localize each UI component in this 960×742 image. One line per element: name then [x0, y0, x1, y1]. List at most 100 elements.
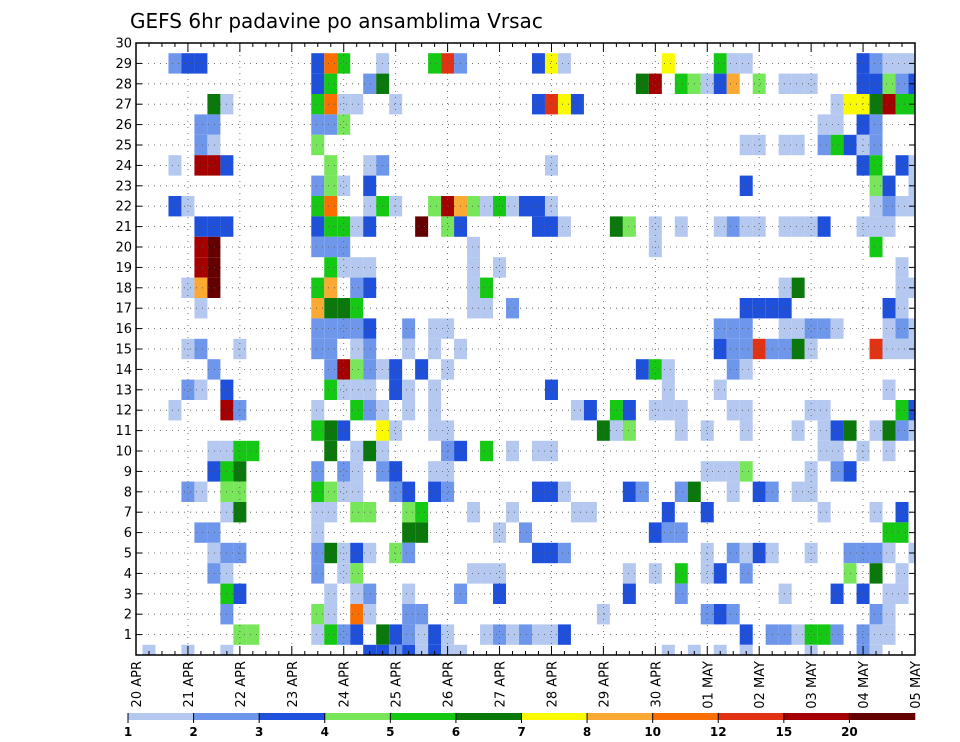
heatmap-cell: [506, 502, 520, 523]
heatmap-cell: [713, 461, 727, 482]
heatmap-cell: [674, 420, 688, 441]
heatmap-cell: [415, 604, 429, 625]
heatmap-cell: [428, 461, 442, 482]
heatmap-cell: [869, 53, 883, 74]
heatmap-cell: [194, 338, 208, 360]
legend-swatch: [128, 713, 194, 720]
heatmap-cell: [194, 134, 208, 156]
y-tick-label: 13: [115, 383, 132, 398]
legend-label: 1: [124, 725, 132, 739]
heatmap-cell: [363, 216, 377, 237]
heatmap-cell: [648, 400, 662, 421]
heatmap-cell: [350, 542, 364, 564]
heatmap-cell: [882, 216, 896, 237]
heatmap-cell: [389, 420, 403, 441]
y-tick-label: 6: [124, 526, 132, 541]
heatmap-cell: [544, 481, 558, 502]
heatmap-cell: [882, 196, 896, 217]
heatmap-cell: [544, 216, 558, 237]
heatmap-cell: [207, 542, 221, 564]
heatmap-cell: [415, 644, 429, 655]
heatmap-cell: [324, 53, 338, 74]
heatmap-cell: [791, 318, 805, 339]
heatmap-cell: [895, 73, 909, 94]
heatmap-cell: [337, 298, 351, 319]
heatmap-cell: [830, 624, 844, 645]
heatmap-cell: [142, 644, 156, 655]
heatmap-cell: [194, 236, 208, 258]
heatmap-cell: [856, 216, 870, 237]
heatmap-cell: [752, 481, 766, 502]
heatmap-cell: [778, 134, 792, 156]
heatmap-cell: [324, 604, 338, 625]
heatmap-cell: [895, 400, 909, 421]
heatmap-cell: [895, 583, 909, 604]
legend-label: 8: [583, 725, 591, 739]
heatmap-cell: [311, 522, 325, 543]
heatmap-cell: [882, 175, 896, 196]
heatmap-cell: [869, 338, 883, 360]
heatmap-cell: [817, 420, 831, 441]
heatmap-cell: [869, 196, 883, 217]
heatmap-cell: [674, 522, 688, 543]
heatmap-cell: [739, 644, 753, 655]
heatmap-cell: [557, 53, 571, 74]
heatmap-cell: [830, 440, 844, 462]
heatmap-cell: [726, 542, 740, 564]
heatmap-cell: [583, 502, 597, 523]
heatmap-cell: [311, 236, 325, 258]
heatmap-cell: [778, 216, 792, 237]
heatmap-cell: [441, 359, 455, 380]
heatmap-cell: [363, 400, 377, 421]
heatmap-cell: [778, 277, 792, 298]
heatmap-cell: [830, 114, 844, 135]
legend-label: 6: [452, 725, 460, 739]
heatmap-cell: [817, 624, 831, 645]
heatmap-cell: [441, 420, 455, 441]
legend-label: 5: [386, 725, 394, 739]
heatmap-cell: [402, 502, 416, 523]
x-tick-label: 27 APR: [494, 661, 509, 707]
heatmap-cell: [557, 216, 571, 237]
heatmap-cell: [363, 502, 377, 523]
heatmap-cell: [739, 420, 753, 441]
heatmap-cell: [246, 624, 260, 645]
heatmap-cell: [493, 522, 507, 543]
heatmap-cell: [350, 604, 364, 625]
heatmap-cell: [882, 583, 896, 604]
legend-label: 7: [517, 725, 525, 739]
heatmap-cell: [622, 481, 636, 502]
heatmap-cell: [570, 502, 584, 523]
x-axis: 20 APR 21 APR 22 APR 23 APR 24 APR 25 APR 26 A…: [130, 43, 924, 709]
heatmap-cell: [194, 155, 208, 176]
heatmap-cell: [726, 400, 740, 421]
heatmap-cell: [519, 522, 532, 543]
heatmap-cell: [415, 522, 429, 543]
heatmap-cell: [544, 379, 558, 400]
x-tick-label: 25 APR: [390, 661, 405, 707]
heatmap-cell: [713, 338, 727, 360]
y-tick-label: 11: [115, 424, 132, 439]
heatmap-cell: [428, 481, 442, 502]
heatmap-cell: [622, 216, 636, 237]
heatmap-cell: [596, 604, 610, 625]
heatmap-cell: [311, 134, 325, 156]
heatmap-cell: [739, 359, 753, 380]
y-tick-label: 4: [124, 567, 132, 582]
heatmap-cell: [324, 379, 338, 400]
heatmap-cell: [350, 94, 364, 115]
heatmap-cell: [467, 563, 481, 584]
heatmap-cell: [713, 379, 727, 400]
y-tick-label: 15: [115, 343, 132, 358]
heatmap-cell: [739, 298, 753, 319]
heatmap-cell: [856, 53, 870, 74]
heatmap-cell: [194, 481, 208, 502]
heatmap-cell: [869, 644, 883, 655]
heatmap-cell: [194, 257, 208, 278]
heatmap-cell: [856, 114, 870, 135]
heatmap-cell: [337, 461, 351, 482]
heatmap-cell: [363, 277, 377, 298]
heatmap-cell: [804, 400, 818, 421]
heatmap-cell: [804, 73, 818, 94]
heatmap-cell: [428, 624, 442, 645]
